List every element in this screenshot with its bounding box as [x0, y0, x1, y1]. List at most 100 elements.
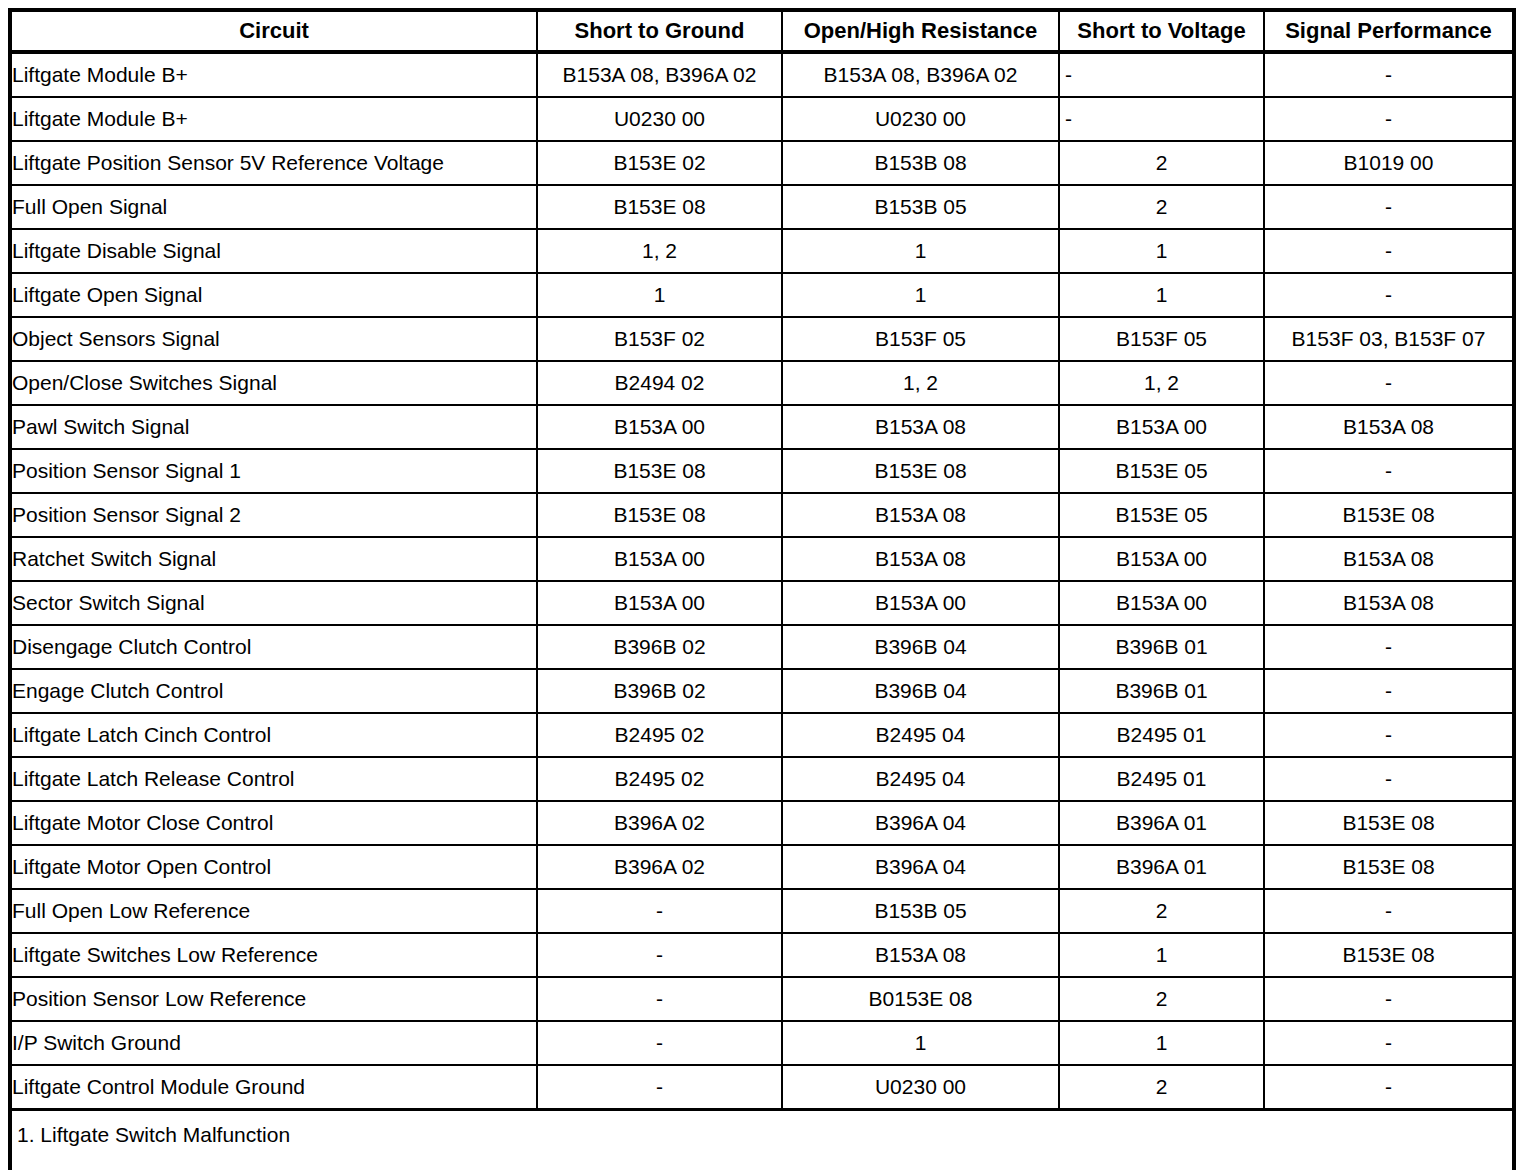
- circuit-cell: Liftgate Latch Release Control: [10, 757, 537, 801]
- footnote-1: 1. Liftgate Switch Malfunction: [17, 1123, 1512, 1146]
- code-cell: 1, 2: [1059, 361, 1264, 405]
- code-cell: -: [1264, 449, 1514, 493]
- document-page: CircuitShort to GroundOpen/High Resistan…: [0, 0, 1520, 1170]
- circuit-cell: Liftgate Motor Close Control: [10, 801, 537, 845]
- code-cell: B153A 08: [782, 933, 1059, 977]
- circuit-cell: Pawl Switch Signal: [10, 405, 537, 449]
- table-row: Full Open Low Reference-B153B 052-: [10, 889, 1514, 933]
- code-cell: 2: [1059, 977, 1264, 1021]
- code-cell: B396A 02: [537, 801, 782, 845]
- code-cell: B153A 08, B396A 02: [537, 52, 782, 97]
- code-cell: B2495 02: [537, 757, 782, 801]
- code-cell: B396A 04: [782, 801, 1059, 845]
- code-cell: B153A 00: [537, 405, 782, 449]
- column-header-3: Short to Voltage: [1059, 10, 1264, 52]
- column-header-2: Open/High Resistance: [782, 10, 1059, 52]
- table-row: Position Sensor Signal 2B153E 08B153A 08…: [10, 493, 1514, 537]
- code-cell: -: [1264, 229, 1514, 273]
- circuit-cell: Liftgate Module B+: [10, 97, 537, 141]
- table-row: Position Sensor Signal 1B153E 08B153E 08…: [10, 449, 1514, 493]
- table-row: Open/Close Switches SignalB2494 021, 21,…: [10, 361, 1514, 405]
- table-row: Object Sensors SignalB153F 02B153F 05B15…: [10, 317, 1514, 361]
- code-cell: -: [1264, 273, 1514, 317]
- code-cell: B2495 01: [1059, 757, 1264, 801]
- code-cell: B153B 05: [782, 889, 1059, 933]
- code-cell: -: [1264, 1021, 1514, 1065]
- table-body: Liftgate Module B+B153A 08, B396A 02 B153…: [10, 52, 1514, 1110]
- circuit-cell: Sector Switch Signal: [10, 581, 537, 625]
- code-cell: 1: [1059, 229, 1264, 273]
- table-row: Liftgate Latch Release ControlB2495 02B2…: [10, 757, 1514, 801]
- code-cell: B153E 08: [537, 185, 782, 229]
- table-row: Liftgate Control Module Ground-U0230 002…: [10, 1065, 1514, 1110]
- footer-row: 1. Liftgate Switch Malfunction 2. Liftga…: [10, 1110, 1514, 1170]
- circuit-cell: Liftgate Motor Open Control: [10, 845, 537, 889]
- table-row: Engage Clutch ControlB396B 02B396B 04B39…: [10, 669, 1514, 713]
- code-cell: -: [537, 1021, 782, 1065]
- code-cell: B153A 00: [537, 537, 782, 581]
- code-cell: B396B 01: [1059, 669, 1264, 713]
- code-cell: B396B 02: [537, 625, 782, 669]
- table-row: Sector Switch SignalB153A 00B153A 00B153…: [10, 581, 1514, 625]
- code-cell: B153A 08: [782, 405, 1059, 449]
- code-cell: -: [1264, 185, 1514, 229]
- column-header-4: Signal Performance: [1264, 10, 1514, 52]
- circuit-cell: Liftgate Switches Low Reference: [10, 933, 537, 977]
- dtc-circuit-table: CircuitShort to GroundOpen/High Resistan…: [8, 8, 1516, 1170]
- code-cell: B396B 04: [782, 625, 1059, 669]
- circuit-cell: I/P Switch Ground: [10, 1021, 537, 1065]
- table-row: Full Open SignalB153E 08B153B 052-: [10, 185, 1514, 229]
- code-cell: -: [1264, 713, 1514, 757]
- code-cell: B153A 08: [1264, 537, 1514, 581]
- code-cell: -: [537, 889, 782, 933]
- table-row: Liftgate Module B+U0230 00U0230 00--: [10, 97, 1514, 141]
- code-cell: U0230 00: [537, 97, 782, 141]
- table-row: Liftgate Module B+B153A 08, B396A 02B153…: [10, 52, 1514, 97]
- code-cell: B396B 02: [537, 669, 782, 713]
- code-cell: -: [1264, 977, 1514, 1021]
- circuit-cell: Position Sensor Signal 1: [10, 449, 537, 493]
- code-cell: B396A 01: [1059, 801, 1264, 845]
- code-cell: B153A 08: [782, 537, 1059, 581]
- code-cell: B153E 08: [537, 493, 782, 537]
- code-cell: 1: [782, 229, 1059, 273]
- circuit-cell: Liftgate Open Signal: [10, 273, 537, 317]
- code-cell: B153A 00: [1059, 405, 1264, 449]
- code-cell: B153E 02: [537, 141, 782, 185]
- code-cell: B396A 01: [1059, 845, 1264, 889]
- code-cell: B0153E 08: [782, 977, 1059, 1021]
- code-cell: 1: [782, 273, 1059, 317]
- circuit-cell: Object Sensors Signal: [10, 317, 537, 361]
- code-cell: -: [537, 933, 782, 977]
- code-cell: B153A 00: [782, 581, 1059, 625]
- table-row: Liftgate Motor Close ControlB396A 02B396…: [10, 801, 1514, 845]
- code-cell: B153A 00: [537, 581, 782, 625]
- code-cell: 1: [537, 273, 782, 317]
- circuit-cell: Liftgate Module B+: [10, 52, 537, 97]
- code-cell: -: [1059, 97, 1264, 141]
- code-cell: B2495 04: [782, 757, 1059, 801]
- code-cell: -: [1264, 361, 1514, 405]
- code-cell: 2: [1059, 1065, 1264, 1110]
- code-cell: 2: [1059, 185, 1264, 229]
- code-cell: -: [537, 977, 782, 1021]
- code-cell: -: [1264, 889, 1514, 933]
- code-cell: 1: [1059, 273, 1264, 317]
- code-cell: -: [1264, 669, 1514, 713]
- circuit-cell: Position Sensor Signal 2: [10, 493, 537, 537]
- code-cell: B153A 08: [1264, 581, 1514, 625]
- code-cell: B153B 05: [782, 185, 1059, 229]
- circuit-cell: Liftgate Position Sensor 5V Reference Vo…: [10, 141, 537, 185]
- code-cell: -: [1264, 625, 1514, 669]
- code-cell: B396B 01: [1059, 625, 1264, 669]
- code-cell: -: [1264, 757, 1514, 801]
- circuit-cell: Engage Clutch Control: [10, 669, 537, 713]
- code-cell: B153A 00: [1059, 537, 1264, 581]
- footnotes-cell: 1. Liftgate Switch Malfunction 2. Liftga…: [10, 1110, 1514, 1170]
- circuit-cell: Liftgate Latch Cinch Control: [10, 713, 537, 757]
- code-cell: -: [1059, 52, 1264, 97]
- table-row: Liftgate Latch Cinch ControlB2495 02B249…: [10, 713, 1514, 757]
- code-cell: B1019 00: [1264, 141, 1514, 185]
- circuit-cell: Position Sensor Low Reference: [10, 977, 537, 1021]
- table-row: Liftgate Motor Open ControlB396A 02B396A…: [10, 845, 1514, 889]
